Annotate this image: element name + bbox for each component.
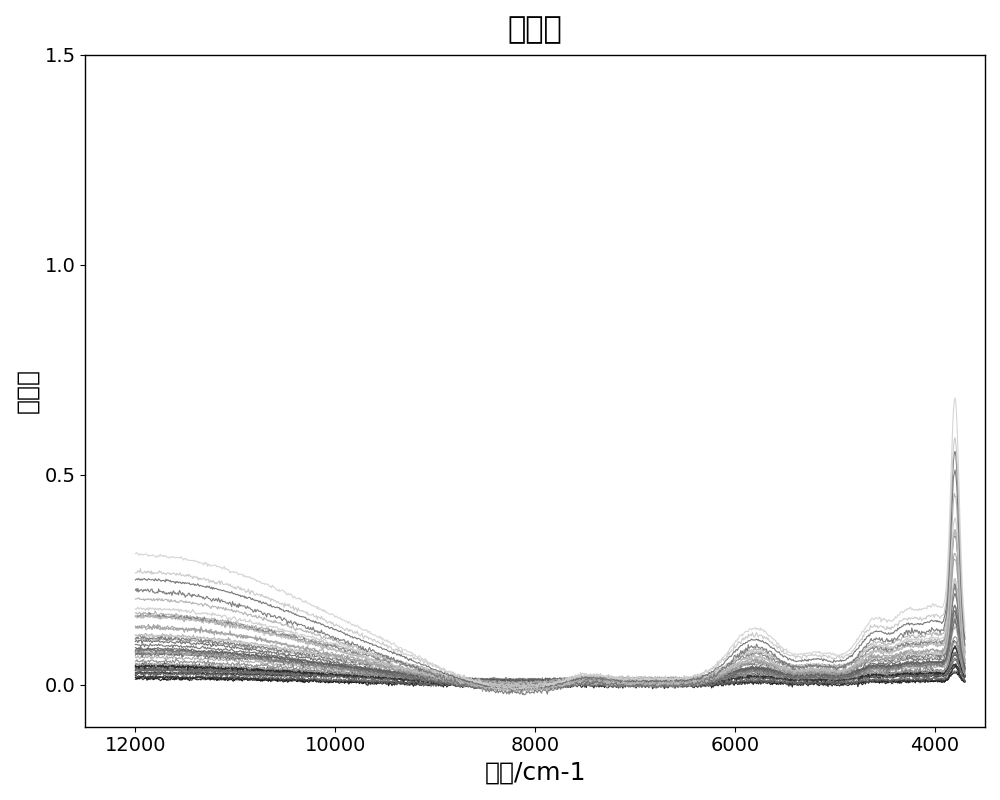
Y-axis label: 吸光度: 吸光度	[15, 368, 39, 413]
X-axis label: 波数/cm-1: 波数/cm-1	[484, 761, 586, 785]
Title: 弦切面: 弦切面	[508, 15, 563, 44]
